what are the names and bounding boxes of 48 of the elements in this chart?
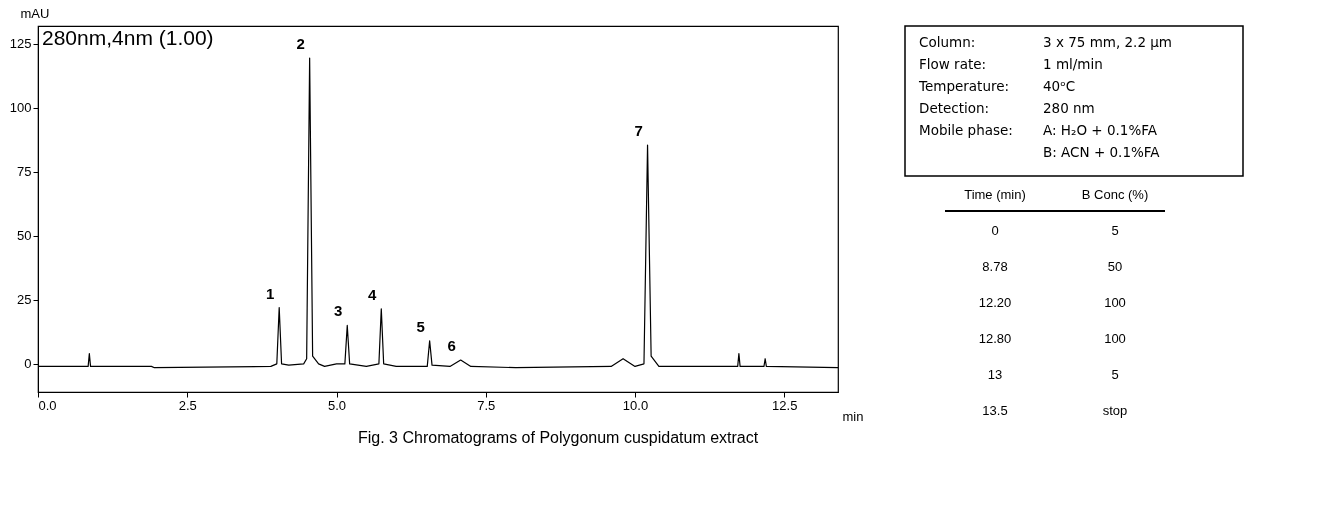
text: 13.5	[982, 403, 1008, 418]
x-tick-label: 12.5	[772, 397, 798, 413]
text: Time (min)	[964, 187, 1026, 202]
x-tick-label: 0.0	[38, 397, 57, 413]
text: 5	[1111, 367, 1119, 382]
annotation: 7	[634, 122, 643, 140]
text: 100	[1104, 331, 1126, 346]
x-tick-label: 10.0	[622, 397, 649, 413]
y-tick-label: 75	[17, 164, 32, 180]
caption: Fig. 3 Chromatograms of Polygonum cuspidatum extract	[358, 429, 759, 446]
y-tick-label: 0	[24, 356, 32, 372]
text: Flow rate:	[919, 56, 987, 72]
text: Detection:	[919, 100, 990, 116]
x-tick-label: 5.0	[327, 397, 347, 413]
annotation: 1	[266, 284, 275, 302]
y-tick-label: 100	[9, 100, 32, 116]
x-tick-label: 7.5	[477, 397, 496, 413]
annotation: 3	[334, 302, 343, 320]
text: 50	[1107, 259, 1123, 274]
annotation: 4	[368, 285, 378, 303]
text: stop	[1102, 403, 1128, 418]
text: 0	[991, 223, 999, 238]
annotation: 5	[416, 317, 425, 335]
text: Column:	[919, 34, 976, 50]
text: 8.78	[982, 259, 1008, 274]
annotation: 280nm,4nm (1.00)	[42, 26, 214, 49]
y-tick-label: 50	[17, 228, 32, 244]
text: 280 nm	[1043, 100, 1095, 116]
y-axis-title: mAU	[20, 5, 50, 21]
text: 12.20	[978, 295, 1012, 310]
y-tick-label: 125	[9, 36, 32, 52]
y-tick-label: 25	[17, 292, 32, 308]
text: Temperature:	[918, 78, 1010, 94]
text: 40ᵒC	[1043, 78, 1076, 94]
text: B Conc (%)	[1081, 187, 1149, 202]
annotation: 6	[447, 337, 456, 355]
text: 5	[1111, 223, 1119, 238]
x-tick-label: 2.5	[178, 397, 197, 413]
text: 100	[1104, 295, 1126, 310]
text: 3 x 75 mm, 2.2 µm	[1043, 34, 1173, 50]
text: 13	[987, 367, 1003, 382]
text: 1 ml/min	[1043, 56, 1103, 72]
text: A: H₂O + 0.1%FA	[1043, 122, 1158, 138]
text: Mobile phase:	[919, 122, 1013, 138]
text: 12.80	[978, 331, 1012, 346]
annotation: 2	[296, 34, 305, 52]
x-axis-title: min	[842, 408, 864, 424]
text: B: ACN + 0.1%FA	[1043, 144, 1161, 160]
